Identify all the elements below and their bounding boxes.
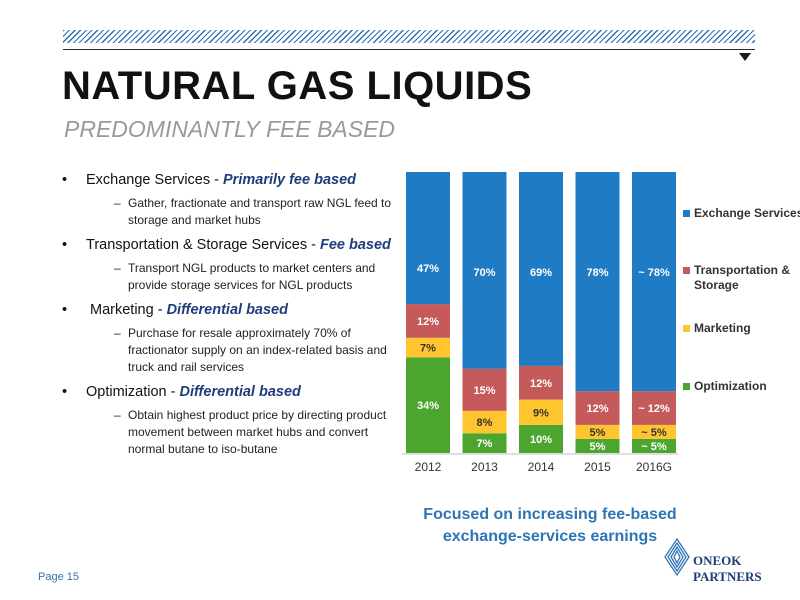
bullet-label: Marketing - xyxy=(90,302,167,318)
x-tick-label: 2012 xyxy=(415,460,442,474)
tagline-line-1: Focused on increasing fee-based xyxy=(423,506,677,523)
bullet-dot-icon: • xyxy=(62,384,68,400)
data-label: ~ 78% xyxy=(638,267,670,279)
bar-transportation-storage-2013 xyxy=(462,368,507,411)
legend-swatch xyxy=(683,325,690,332)
bullet-accent: Differential based xyxy=(166,302,288,318)
bullet-dot-icon: • xyxy=(62,172,68,188)
legend-label: Exchange Services xyxy=(694,206,800,220)
data-label: 10% xyxy=(530,434,552,446)
bullet-optimization: • Optimization - Differential based xyxy=(60,382,405,402)
tagline-line-2: exchange-services earnings xyxy=(442,528,658,545)
sub-bullet-text: Purchase for resale approximately 70% of… xyxy=(128,326,387,374)
data-label: 12% xyxy=(530,378,552,390)
bar-exchange-services-2016G xyxy=(632,172,676,392)
legend-label: Optimization xyxy=(694,379,767,393)
x-tick-label: 2015 xyxy=(584,460,611,474)
bar-exchange-services-2013 xyxy=(462,172,507,369)
dash-icon: – xyxy=(114,408,121,422)
bar-optimization-2016G xyxy=(632,438,676,453)
bar-exchange-services-2012 xyxy=(406,172,450,305)
bullet-list: • Exchange Services - Primarily fee base… xyxy=(60,170,405,458)
bar-marketing-2014 xyxy=(519,399,563,425)
sub-bullet-text: Gather, fractionate and transport raw NG… xyxy=(128,196,392,227)
data-label: 12% xyxy=(417,316,439,328)
logo-line-2: PARTNERS xyxy=(693,569,762,584)
bar-marketing-2013 xyxy=(462,410,507,434)
data-label: 9% xyxy=(533,407,549,419)
bullet-marketing: • Marketing - Differential based xyxy=(60,300,405,320)
bar-transportation-storage-2012 xyxy=(406,304,450,338)
bar-marketing-2015 xyxy=(575,424,620,439)
bullet-label: Transportation & Storage Services - xyxy=(86,237,320,253)
sub-bullet-optimization: – Obtain highest product price by direct… xyxy=(60,407,405,458)
x-tick-label: 2014 xyxy=(528,460,555,474)
logo-line-1: ONEOK xyxy=(693,553,742,568)
data-label: 5% xyxy=(590,427,606,439)
bar-transportation-storage-2014 xyxy=(519,365,563,400)
header-hatch xyxy=(63,30,755,43)
x-tick-label: 2016G xyxy=(636,460,672,474)
data-label: 7% xyxy=(477,438,493,450)
bar-exchange-services-2014 xyxy=(519,172,563,366)
legend-swatch xyxy=(683,383,690,390)
data-label: 47% xyxy=(417,263,439,275)
page-number: Page 15 xyxy=(38,571,79,583)
bullet-accent: Differential based xyxy=(179,384,301,400)
legend-label: Transportation & Storage xyxy=(694,263,790,292)
bullet-accent: Fee based xyxy=(319,237,391,253)
dash-icon: – xyxy=(114,196,121,210)
bullet-dot-icon: • xyxy=(62,302,68,318)
x-tick-label: 2013 xyxy=(471,460,498,474)
bar-optimization-2014 xyxy=(519,424,563,453)
data-label: 5% xyxy=(590,441,606,453)
legend-swatch xyxy=(683,210,690,217)
oneok-diamond-logo-icon xyxy=(664,538,690,576)
bar-optimization-2012 xyxy=(406,357,450,453)
bullet-exchange: • Exchange Services - Primarily fee base… xyxy=(60,170,405,190)
bar-transportation-storage-2016G xyxy=(632,391,676,425)
header-rule xyxy=(63,49,755,50)
triangle-down-icon xyxy=(739,53,751,61)
data-label: 69% xyxy=(530,267,552,279)
legend-swatch xyxy=(683,267,690,274)
bar-marketing-2012 xyxy=(406,337,450,358)
bullet-accent: Primarily fee based xyxy=(223,172,357,188)
sub-bullet-marketing: – Purchase for resale approximately 70% … xyxy=(60,325,405,376)
bullet-label: Optimization - xyxy=(86,384,180,400)
data-label: ~ 5% xyxy=(641,441,667,453)
dash-icon: – xyxy=(114,261,121,275)
sub-bullet-text: Obtain highest product price by directin… xyxy=(128,408,387,456)
bullet-transport: • Transportation & Storage Services - Fe… xyxy=(60,235,405,255)
data-label: 8% xyxy=(477,417,493,429)
bar-exchange-services-2015 xyxy=(575,172,620,392)
data-label: 15% xyxy=(473,385,495,397)
data-label: 70% xyxy=(473,267,495,279)
data-label: ~ 12% xyxy=(638,403,670,415)
data-label: 12% xyxy=(586,403,608,415)
sub-bullet-exchange: – Gather, fractionate and transport raw … xyxy=(60,195,405,229)
bar-optimization-2015 xyxy=(575,438,620,453)
legend-label: Marketing xyxy=(694,321,751,335)
page-subtitle: PREDOMINANTLY FEE BASED xyxy=(64,116,396,142)
data-label: 7% xyxy=(420,343,436,355)
logo-wordmark: ONEOK PARTNERS xyxy=(693,553,762,585)
data-label: 34% xyxy=(417,400,439,412)
bullet-dot-icon: • xyxy=(62,237,68,253)
tagline: Focused on increasing fee-based exchange… xyxy=(402,504,698,548)
bullet-label: Exchange Services - xyxy=(86,172,224,188)
sub-bullet-transport: – Transport NGL products to market cente… xyxy=(60,260,405,294)
page-title: NATURAL GAS LIQUIDS xyxy=(62,64,533,108)
bar-transportation-storage-2015 xyxy=(575,391,620,425)
sub-bullet-text: Transport NGL products to market centers… xyxy=(128,261,376,292)
dash-icon: – xyxy=(114,326,121,340)
data-label: ~ 5% xyxy=(641,427,667,439)
bar-optimization-2013 xyxy=(462,433,507,453)
data-label: 78% xyxy=(586,267,608,279)
bar-marketing-2016G xyxy=(632,424,676,439)
